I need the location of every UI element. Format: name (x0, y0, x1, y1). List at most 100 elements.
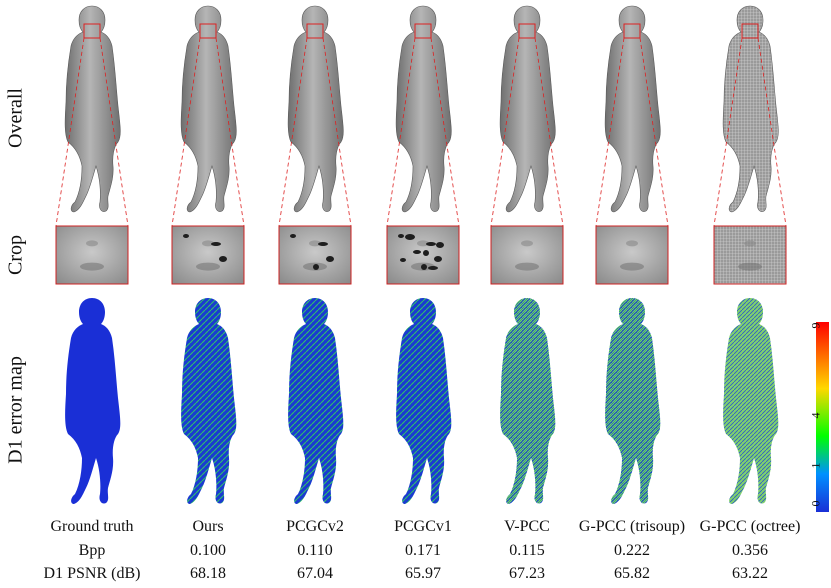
crop-hole-3-9 (423, 250, 429, 256)
error-map-figure-4 (500, 298, 556, 504)
psnr-gpcc-trisoup: 65.82 (614, 565, 650, 582)
crop-hole-1-0 (183, 234, 189, 238)
overall-figure-4 (499, 5, 556, 213)
crop-hole-2-0 (290, 234, 296, 238)
crop-hole-3-8 (428, 266, 438, 270)
psnr-ours: 68.18 (190, 565, 226, 582)
error-map-body-2 (288, 298, 344, 504)
error-map-figure-6 (723, 298, 779, 504)
crop-hole-3-6 (400, 258, 406, 262)
crop-mouth-4 (515, 262, 539, 271)
crop-nose-3 (417, 240, 429, 247)
crop-mouth-1 (196, 262, 220, 271)
crop-image-4 (490, 225, 564, 285)
error-map-body-4 (500, 298, 556, 504)
error-map-body-1 (181, 298, 237, 504)
error-map-figure-0 (65, 298, 121, 504)
overall-body-6 (722, 5, 779, 213)
label-gpcc-trisoup: G-PCC (trisoup) (578, 518, 686, 535)
bpp-pcgcv2: 0.110 (297, 542, 333, 559)
crop-mouth-0 (80, 262, 104, 271)
crop-hole-3-3 (421, 264, 427, 270)
crop-hole-3-5 (405, 234, 415, 240)
error-map-body-6 (723, 298, 779, 504)
crop-nose-6 (744, 240, 756, 247)
zoom-line-right-2 (322, 37, 352, 227)
zoom-line-left-6 (713, 37, 743, 227)
overall-figure-3 (395, 5, 452, 213)
crop-nose-0 (86, 240, 98, 247)
zoom-line-left-1 (171, 37, 201, 227)
label-gpcc-octree: G-PCC (octree) (699, 518, 801, 535)
crop-box-1 (199, 23, 217, 39)
crop-image-6 (713, 225, 787, 285)
crop-panel-4 (490, 225, 564, 285)
error-map-figure-1 (181, 298, 237, 504)
crop-box-5 (623, 23, 641, 39)
crop-hole-3-0 (398, 234, 404, 238)
crop-box-6 (741, 23, 759, 39)
overall-body-2 (287, 5, 344, 213)
crop-image-2 (278, 225, 352, 285)
zoom-line-right-1 (215, 37, 245, 227)
bpp-ours: 0.100 (190, 542, 226, 559)
colorbar-tick-0: 0 (808, 500, 823, 507)
error-map-figure-2 (288, 298, 344, 504)
crop-hole-1-1 (219, 256, 227, 262)
overall-body-5 (604, 5, 661, 213)
error-map-figure-3 (396, 298, 452, 504)
error-map-body-3 (396, 298, 452, 504)
overall-body-1 (180, 5, 237, 213)
label-ground-truth: Ground truth (50, 518, 134, 535)
crop-hole-2-1 (326, 256, 334, 262)
zoom-line-left-4 (490, 37, 520, 227)
crop-box-4 (518, 23, 536, 39)
crop-box-3 (414, 23, 432, 39)
crop-panel-5 (595, 225, 669, 285)
error-map-body-0 (65, 298, 121, 504)
error-map-figure-5 (605, 298, 661, 504)
psnr-pcgcv2: 67.04 (297, 565, 333, 582)
crop-panel-6 (713, 225, 787, 285)
zoom-line-left-3 (386, 37, 416, 227)
psnr-gpcc-octree: 63.22 (732, 565, 768, 582)
row-label-bpp: Bpp (78, 542, 106, 559)
overall-figure-6 (722, 5, 779, 213)
overall-figure-2 (287, 5, 344, 213)
crop-box-2 (306, 23, 324, 39)
colorbar-tick-1: 1 (808, 462, 823, 469)
crop-panel-0 (55, 225, 129, 285)
colorbar (816, 322, 829, 512)
zoom-line-right-4 (534, 37, 564, 227)
colorbar-tick-4: 4 (808, 412, 823, 419)
crop-mouth-5 (620, 262, 644, 271)
crop-image-3 (386, 225, 460, 285)
error-map-body-5 (605, 298, 661, 504)
crop-hole-3-1 (434, 256, 442, 262)
crop-box-0 (83, 23, 101, 39)
crop-hole-2-3 (313, 264, 319, 270)
crop-hole-3-4 (413, 250, 421, 254)
colorbar-tick-9: 9 (808, 322, 823, 329)
crop-hole-2-2 (318, 242, 328, 246)
crop-image-0 (55, 225, 129, 285)
crop-hole-3-2 (426, 242, 436, 246)
zoom-line-left-0 (55, 37, 85, 227)
crop-hole-3-7 (436, 242, 444, 248)
crop-image-1 (171, 225, 245, 285)
crop-panel-3 (386, 225, 460, 285)
label-pcgcv2: PCGCv2 (286, 518, 344, 535)
overall-body-3 (395, 5, 452, 213)
bpp-vpcc: 0.115 (509, 542, 545, 559)
zoom-line-left-5 (595, 37, 625, 227)
crop-nose-1 (202, 240, 214, 247)
row-label-psnr: D1 PSNR (dB) (43, 565, 141, 582)
zoom-line-right-0 (99, 37, 129, 227)
crop-mouth-6 (738, 262, 762, 271)
zoom-line-right-3 (430, 37, 460, 227)
overall-body-4 (499, 5, 556, 213)
bpp-pcgcv1: 0.171 (405, 542, 441, 559)
label-vpcc: V-PCC (504, 518, 550, 535)
overall-body-0 (64, 5, 121, 213)
